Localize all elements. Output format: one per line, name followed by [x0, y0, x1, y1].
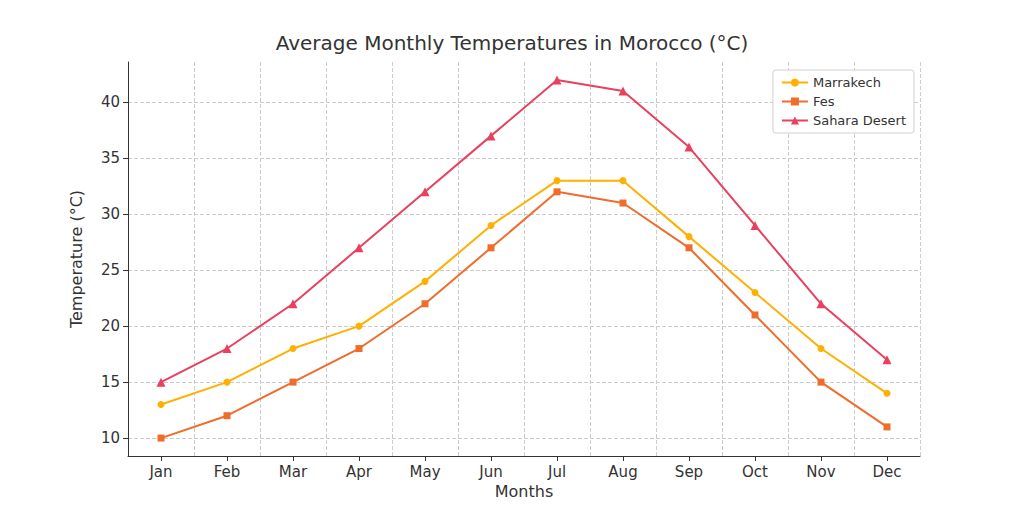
svg-text:25: 25 [101, 261, 120, 279]
svg-text:20: 20 [101, 317, 120, 335]
svg-text:Mar: Mar [279, 463, 308, 481]
svg-text:40: 40 [101, 93, 120, 111]
svg-text:Jan: Jan [148, 463, 172, 481]
svg-text:Sahara Desert: Sahara Desert [813, 113, 906, 128]
svg-text:Feb: Feb [214, 463, 241, 481]
svg-text:Jul: Jul [547, 463, 566, 481]
svg-text:Jun: Jun [478, 463, 502, 481]
svg-text:Apr: Apr [346, 463, 373, 481]
svg-text:35: 35 [101, 149, 120, 167]
svg-text:Average Monthly Temperatures i: Average Monthly Temperatures in Morocco … [276, 31, 749, 55]
svg-text:30: 30 [101, 205, 120, 223]
svg-text:Dec: Dec [872, 463, 901, 481]
svg-text:Oct: Oct [742, 463, 768, 481]
svg-text:Months: Months [495, 482, 553, 501]
svg-text:Nov: Nov [806, 463, 835, 481]
svg-text:10: 10 [101, 429, 120, 447]
svg-text:Sep: Sep [675, 463, 703, 481]
svg-text:Fes: Fes [813, 94, 835, 109]
svg-text:15: 15 [101, 373, 120, 391]
svg-text:Marrakech: Marrakech [813, 75, 881, 90]
svg-text:Aug: Aug [608, 463, 637, 481]
svg-text:Temperature (°C): Temperature (°C) [67, 190, 86, 329]
svg-text:May: May [409, 463, 440, 481]
